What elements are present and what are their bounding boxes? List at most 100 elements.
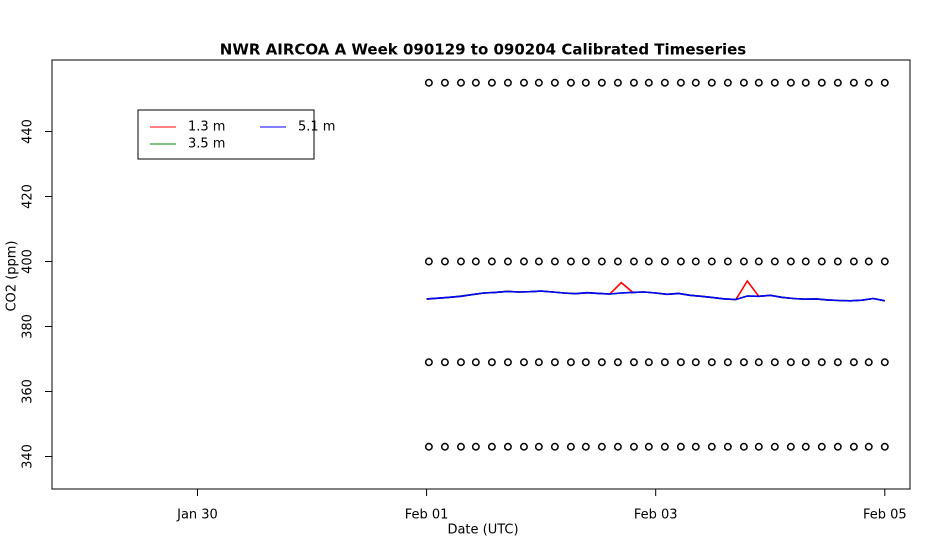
standard-point <box>644 358 653 367</box>
x-tick-label: Feb 05 <box>863 508 907 523</box>
standard-point <box>457 78 465 87</box>
y-tick-label: 420 <box>21 184 36 209</box>
standard-point <box>817 442 826 451</box>
x-tick-label: Jan 30 <box>176 508 218 523</box>
standard-point <box>660 358 669 367</box>
standard-point <box>770 257 779 266</box>
standard-point <box>566 442 575 451</box>
standard-point <box>597 358 606 367</box>
standard-point <box>880 78 889 87</box>
series-line <box>426 279 885 302</box>
standard-point <box>471 358 480 367</box>
x-tick-label: Feb 01 <box>405 508 449 523</box>
standard-point <box>440 442 449 451</box>
standard-point <box>723 442 732 451</box>
standard-point <box>691 442 700 451</box>
standard-point <box>754 78 763 87</box>
standard-point <box>457 257 465 266</box>
standard-point <box>566 257 575 266</box>
standard-point <box>880 442 889 451</box>
standard-point <box>676 442 685 451</box>
standard-point <box>833 78 842 87</box>
plot-frame <box>51 59 911 490</box>
standard-point <box>864 78 873 87</box>
standard-point <box>801 257 810 266</box>
standard-point <box>503 442 512 451</box>
standard-point <box>691 257 700 266</box>
standard-point <box>440 78 449 87</box>
standard-point <box>503 358 512 367</box>
standard-point <box>581 78 590 87</box>
standard-point <box>644 442 653 451</box>
standard-point <box>566 78 575 87</box>
standard-point <box>581 257 590 266</box>
standard-point <box>503 257 512 266</box>
standard-point <box>754 358 763 367</box>
standard-point <box>550 257 559 266</box>
standard-point <box>817 358 826 367</box>
standard-point <box>660 78 669 87</box>
standard-point <box>739 78 748 87</box>
x-tick-label: Feb 03 <box>634 508 678 523</box>
standard-point <box>849 442 858 451</box>
y-tick-label: 440 <box>21 119 36 144</box>
standard-point <box>613 358 622 367</box>
standard-point <box>629 358 638 367</box>
series-line <box>426 290 885 302</box>
standard-point <box>817 78 826 87</box>
standard-point <box>770 442 779 451</box>
standard-point <box>503 78 512 87</box>
standard-point <box>691 78 700 87</box>
standard-point <box>471 442 480 451</box>
standard-point <box>754 257 763 266</box>
standard-point <box>440 358 449 367</box>
standard-point <box>786 257 795 266</box>
standard-point <box>581 442 590 451</box>
standard-point <box>629 257 638 266</box>
y-tick-label: 340 <box>21 444 36 469</box>
y-tick-label: 400 <box>21 249 36 274</box>
standard-point <box>676 358 685 367</box>
standard-point <box>520 78 528 87</box>
standard-point <box>597 78 606 87</box>
y-axis-label: CO2 (ppm) <box>5 240 20 311</box>
standard-point <box>786 358 795 367</box>
standard-point <box>597 257 606 266</box>
standard-point <box>849 358 858 367</box>
standard-point <box>676 257 685 266</box>
standard-point <box>534 257 543 266</box>
standard-point <box>739 358 748 367</box>
standard-point <box>471 78 480 87</box>
standard-point <box>707 442 716 451</box>
standard-point <box>613 257 622 266</box>
standard-point <box>613 78 622 87</box>
standard-point <box>833 257 842 266</box>
standard-point <box>487 442 496 451</box>
legend-label: 1.3 m <box>188 120 225 135</box>
standard-point <box>707 78 716 87</box>
standard-point <box>691 358 700 367</box>
standard-point <box>644 78 653 87</box>
y-tick-label: 360 <box>21 379 36 404</box>
standard-point <box>880 257 889 266</box>
x-axis-label: Date (UTC) <box>447 523 518 538</box>
chart-title: NWR AIRCOA A Week 090129 to 090204 Calib… <box>220 41 747 59</box>
standard-point <box>629 442 638 451</box>
standard-point <box>833 358 842 367</box>
standard-point <box>770 78 779 87</box>
standard-point <box>471 257 480 266</box>
standard-point <box>864 442 873 451</box>
standard-point <box>707 358 716 367</box>
standard-point <box>707 257 716 266</box>
standard-point <box>550 358 559 367</box>
standard-point <box>723 78 732 87</box>
standard-point <box>534 78 543 87</box>
standard-point <box>660 257 669 266</box>
standard-point <box>754 442 763 451</box>
standard-point <box>660 442 669 451</box>
standard-point <box>487 257 496 266</box>
standard-point <box>629 78 638 87</box>
standard-point <box>801 442 810 451</box>
standard-point <box>770 358 779 367</box>
standard-point <box>833 442 842 451</box>
